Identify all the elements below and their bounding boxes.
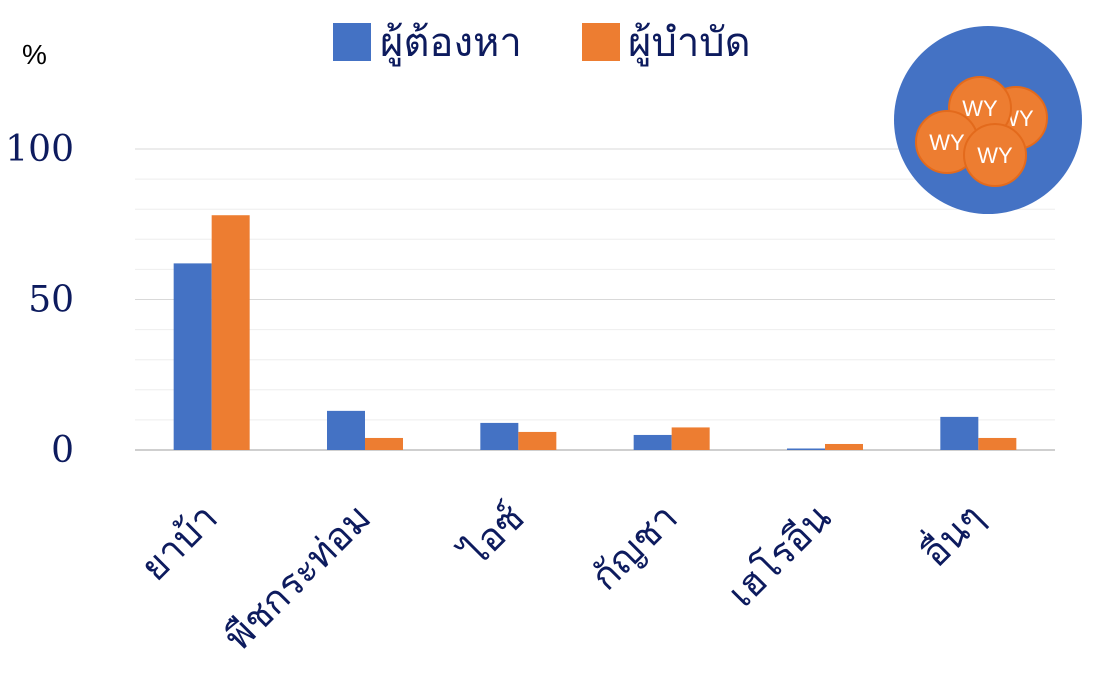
- bar: [480, 422, 519, 450]
- legend-label: ผู้บำบัด: [628, 20, 751, 66]
- x-tick-label: เฮโรอีน: [719, 495, 839, 615]
- bar: [518, 431, 557, 450]
- y-tick-label: 50: [28, 280, 74, 321]
- y-axis-unit: %: [22, 39, 47, 70]
- logo-pill: [963, 123, 1027, 187]
- y-axis-ticks: 0 50 100: [5, 129, 74, 471]
- bar: [365, 437, 403, 450]
- legend-swatch: [582, 23, 620, 61]
- bar: [940, 416, 979, 450]
- bar: [978, 437, 1017, 450]
- logo-pill-text: WY: [962, 96, 998, 121]
- bar: [671, 427, 710, 450]
- legend-label: ผู้ต้องหา: [380, 20, 522, 66]
- legend-swatch: [333, 23, 371, 61]
- logo-pill-text: WY: [929, 130, 965, 155]
- bar: [173, 263, 212, 450]
- x-tick-label: ไอซ์: [452, 495, 533, 576]
- x-tick-label: กัญชา: [582, 495, 686, 599]
- x-tick-label: อื่นๆ: [910, 492, 993, 575]
- bar: [633, 434, 672, 450]
- y-tick-label: 100: [5, 129, 74, 170]
- bar: [787, 448, 825, 450]
- bar: [825, 443, 863, 450]
- legend: ผู้ต้องหา ผู้บำบัด: [333, 20, 751, 66]
- bar: [211, 215, 250, 450]
- x-axis-labels: ยาบ้าพืชกระท่อม ไอซ์ กัญชา เฮโรอีน อื่นๆ: [132, 492, 993, 659]
- x-tick-label: พืชกระท่อม: [216, 495, 380, 659]
- gridlines: [135, 148, 1055, 451]
- y-tick-label: 0: [51, 430, 74, 471]
- logo-badge: WY WY WY WY: [894, 26, 1082, 214]
- x-tick-label: ยาบ้า: [132, 495, 226, 589]
- bar: [327, 410, 365, 450]
- bars: [173, 215, 1017, 450]
- logo-pill-text: WY: [977, 143, 1013, 168]
